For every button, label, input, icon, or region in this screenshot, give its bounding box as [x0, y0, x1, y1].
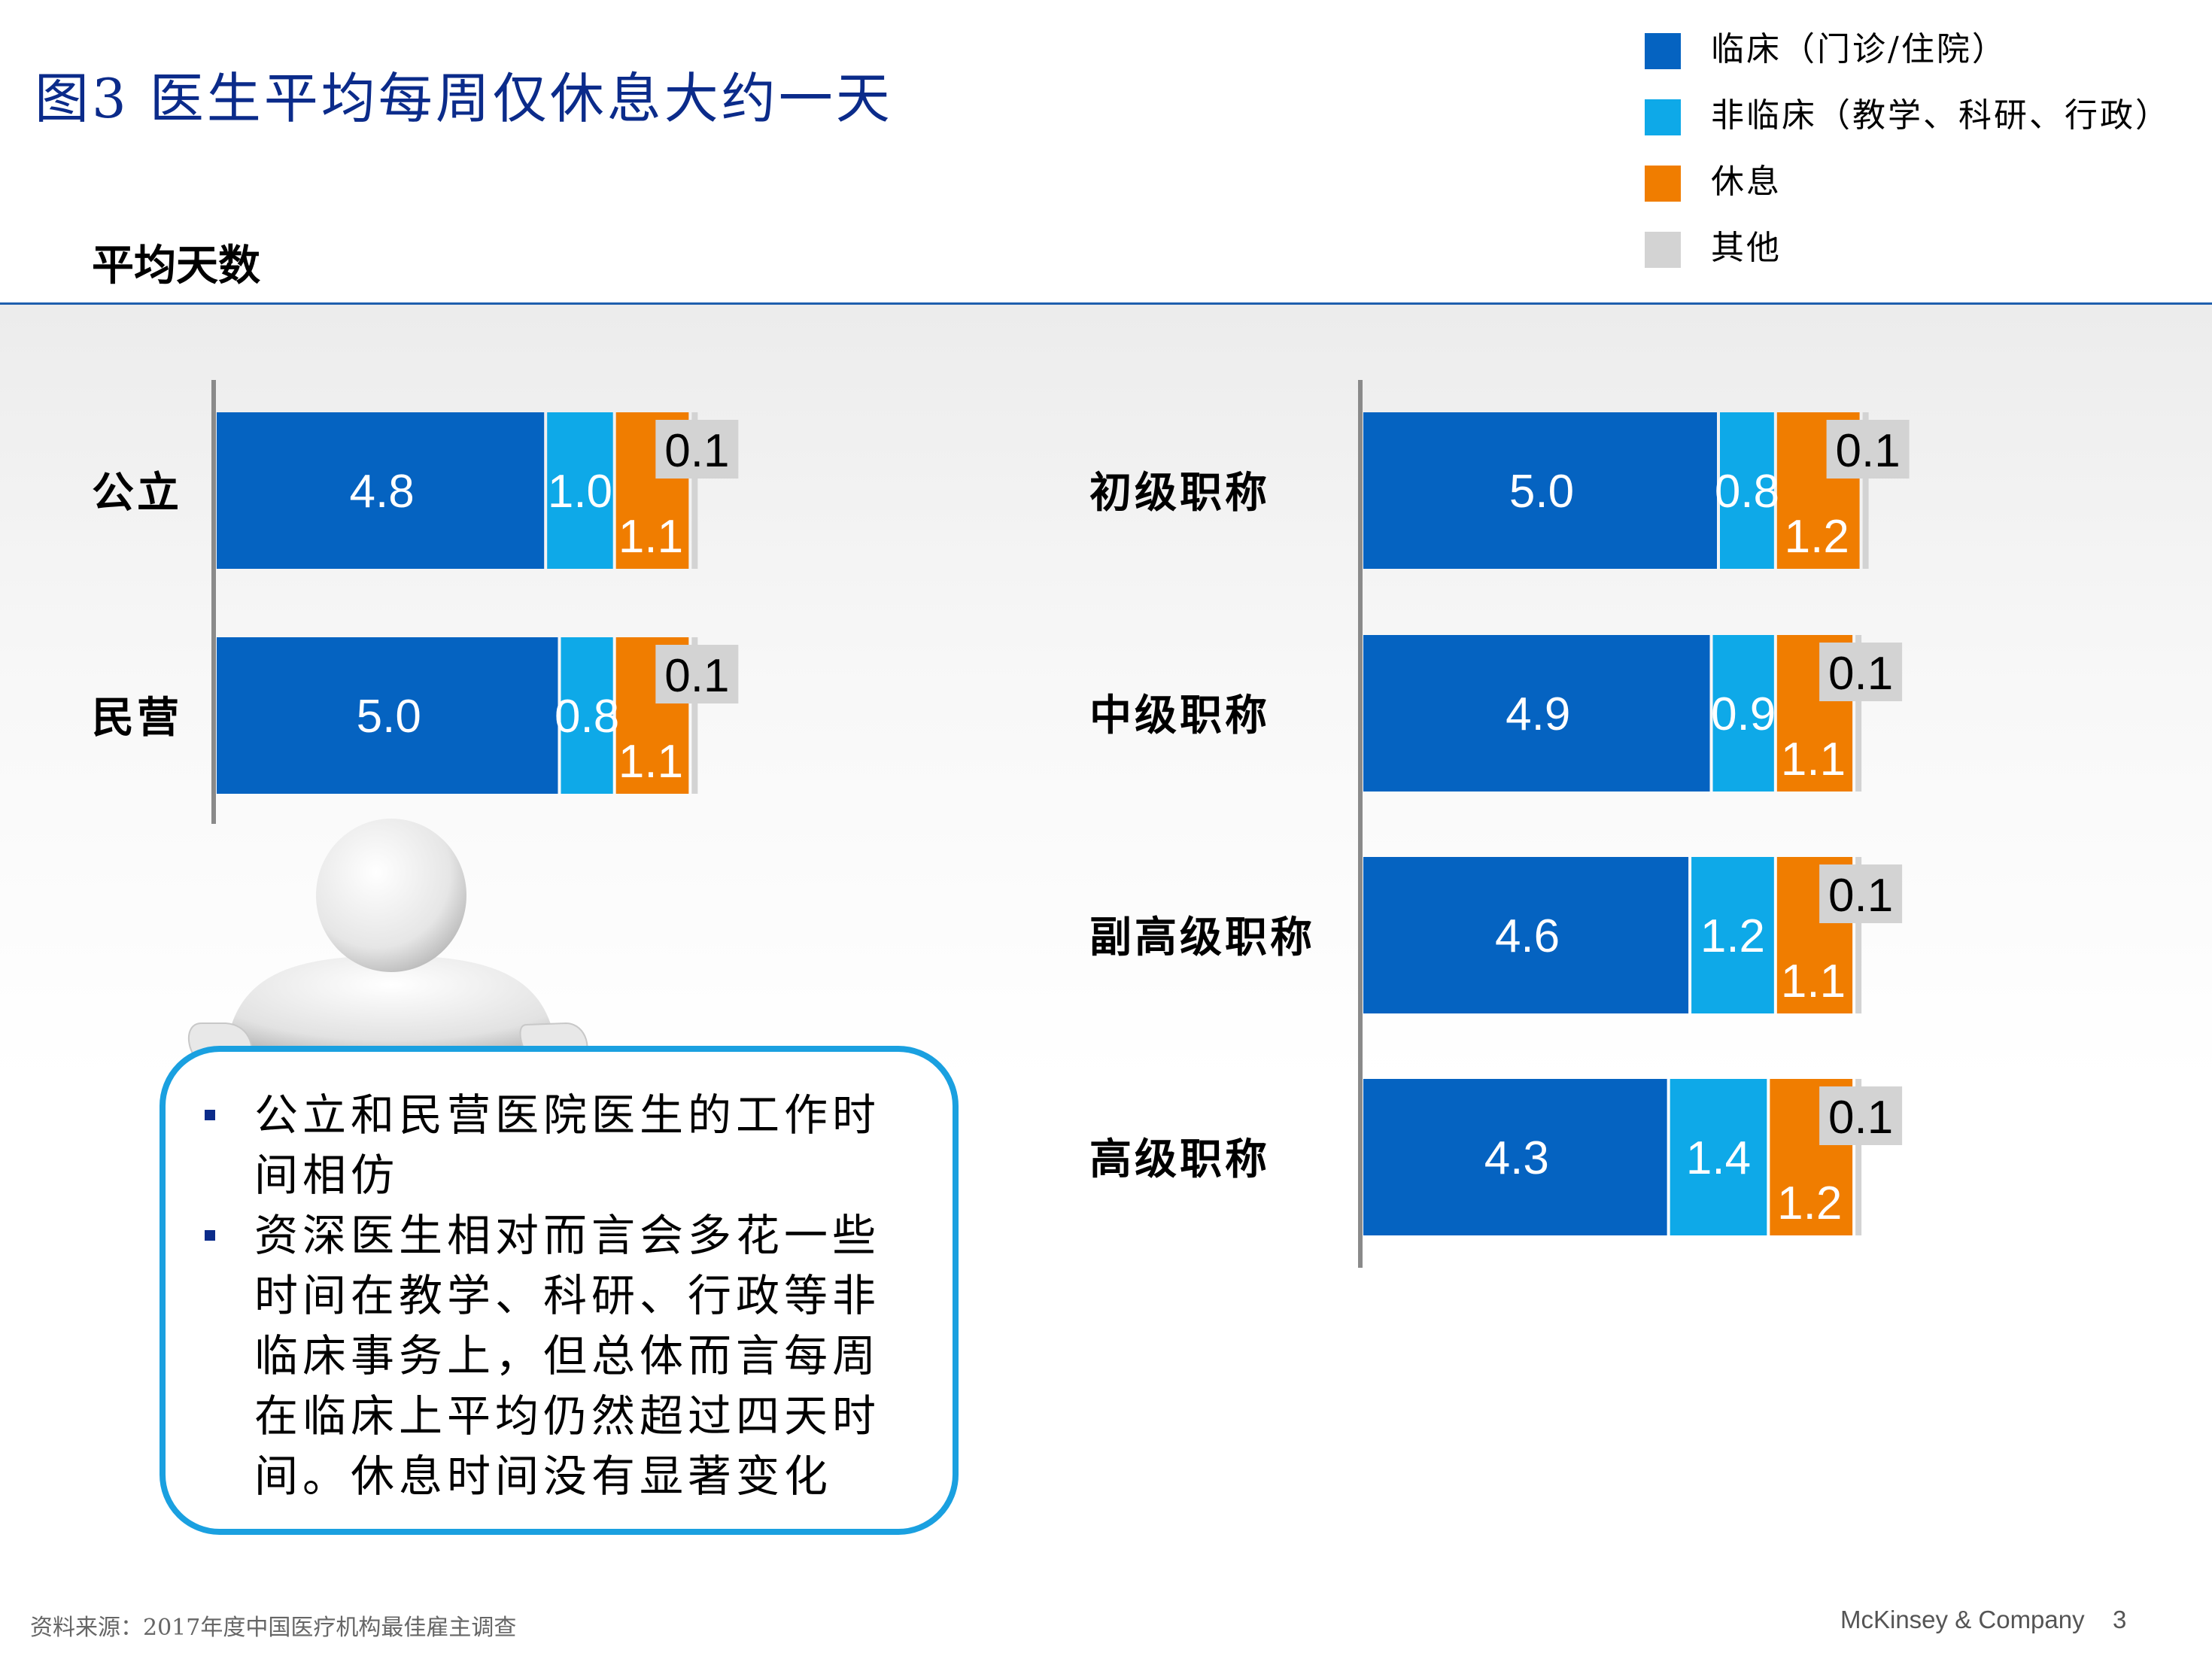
- legend-swatch-other: [1645, 232, 1681, 268]
- data-label-rest: 1.2: [1785, 511, 1849, 563]
- data-label-other: 0.1: [1828, 870, 1893, 922]
- data-label-nonclinical: 0.8: [1715, 466, 1779, 518]
- legend-swatch-nonclinical: [1645, 99, 1681, 135]
- legend-swatch-rest: [1645, 166, 1681, 202]
- bar-segment-nonclinical: [1691, 857, 1774, 1013]
- category-axis-line: [1358, 380, 1363, 1268]
- bar-segment-clinical: [1363, 635, 1710, 792]
- legend-label-clinical: 临床（门诊/住院）: [1711, 30, 2007, 68]
- data-label-other: 0.1: [1835, 425, 1900, 477]
- data-label-other-box: [1819, 643, 1903, 701]
- category-label: 中级职称: [1089, 691, 1270, 740]
- legend-label-rest: 休息: [1711, 163, 1782, 201]
- bar-segment-nonclinical: [561, 637, 613, 794]
- data-label-clinical: 4.3: [1484, 1132, 1549, 1184]
- data-label-rest: 1.1: [618, 736, 683, 788]
- footer-source: 资料来源：2017年度中国医疗机构最佳雇主调查: [30, 1615, 517, 1641]
- figure-illustration: [187, 819, 588, 1065]
- bar-segment-clinical: [217, 412, 545, 569]
- chart-1: 公立 4.8 1.01.10.1民营 5.0 0.81.10.1: [92, 380, 739, 824]
- bar-segment-other: [691, 412, 698, 569]
- header-divider: [0, 302, 2212, 305]
- bar-segment-other: [1855, 857, 1862, 1013]
- category-label: 公立: [92, 468, 182, 518]
- legend-label-other: 其他: [1711, 229, 1782, 267]
- data-label-nonclinical: 0.9: [1711, 688, 1776, 740]
- category-label: 民营: [92, 693, 182, 743]
- data-label-clinical: 4.6: [1495, 910, 1560, 962]
- bar-segment-other: [1855, 635, 1862, 792]
- footer-brand: McKinsey & Company: [1840, 1606, 2085, 1633]
- category-label: 初级职称: [1089, 468, 1270, 518]
- callout-bullet-text: 公立和民营医院医生的工作时间相仿: [254, 1089, 881, 1201]
- legend-swatch-clinical: [1645, 33, 1681, 69]
- callout-bullet-text: 资深医生相对而言会多花一些时间在教学、科研、行政等非临床事务上，但总体而言每周在…: [254, 1210, 881, 1502]
- category-axis-line: [211, 380, 216, 824]
- chart-subtitle: 平均天数: [92, 241, 260, 290]
- bar-segment-clinical: [1363, 412, 1717, 569]
- category-label: 副高级职称: [1089, 913, 1315, 962]
- data-label-nonclinical: 1.4: [1686, 1132, 1751, 1184]
- data-label-clinical: 4.9: [1506, 688, 1570, 740]
- data-label-other: 0.1: [1828, 1092, 1893, 1144]
- data-label-clinical: 4.8: [349, 466, 414, 518]
- bar-segment-clinical: [1363, 857, 1689, 1013]
- data-label-rest: 1.1: [1781, 734, 1846, 785]
- data-label-other-box: [655, 420, 739, 479]
- callout-box: [160, 1046, 959, 1535]
- callout-bullet: 资深医生相对而言会多花一些时间在教学、科研、行政等非临床事务上，但总体而言每周在…: [196, 1205, 918, 1506]
- data-label-clinical: 5.0: [357, 691, 421, 743]
- bar-segment-other: [1862, 412, 1869, 569]
- data-label-nonclinical: 1.0: [548, 466, 612, 518]
- bar-segment-clinical: [217, 637, 558, 794]
- bar-segment-nonclinical: [547, 412, 613, 569]
- legend-label-nonclinical: 非临床（教学、科研、行政）: [1711, 96, 2171, 135]
- callout-bullet: 公立和民营医院医生的工作时间相仿: [196, 1085, 918, 1205]
- data-label-rest: 1.1: [1781, 956, 1846, 1007]
- data-label-clinical: 5.0: [1509, 466, 1574, 518]
- bar-segment-clinical: [1363, 1079, 1667, 1235]
- bar-segment-other: [1855, 1079, 1862, 1235]
- data-label-other-box: [1826, 420, 1910, 479]
- data-label-nonclinical: 1.2: [1700, 910, 1765, 962]
- data-label-rest: 1.2: [1777, 1177, 1842, 1229]
- bar-segment-nonclinical: [1670, 1079, 1767, 1235]
- callout-bullets: 公立和民营医院医生的工作时间相仿 资深医生相对而言会多花一些时间在教学、科研、行…: [196, 1085, 918, 1506]
- category-label: 高级职称: [1089, 1135, 1270, 1184]
- page-title: 图3 医生平均每周仅休息大约一天: [35, 67, 893, 130]
- page-number: 3: [2113, 1606, 2127, 1633]
- data-label-other: 0.1: [664, 650, 729, 702]
- bullet-square-icon: [205, 1230, 215, 1241]
- bar-segment-nonclinical: [1712, 635, 1774, 792]
- data-label-other-box: [655, 645, 739, 703]
- data-label-nonclinical: 0.8: [555, 691, 619, 743]
- data-label-other: 0.1: [664, 425, 729, 477]
- bar-segment-nonclinical: [1720, 412, 1774, 569]
- bullet-square-icon: [205, 1110, 215, 1120]
- data-label-other-box: [1819, 1086, 1903, 1145]
- bar-segment-other: [691, 637, 698, 794]
- data-label-rest: 1.1: [618, 511, 683, 563]
- data-label-other-box: [1819, 864, 1903, 923]
- data-label-other: 0.1: [1828, 648, 1893, 700]
